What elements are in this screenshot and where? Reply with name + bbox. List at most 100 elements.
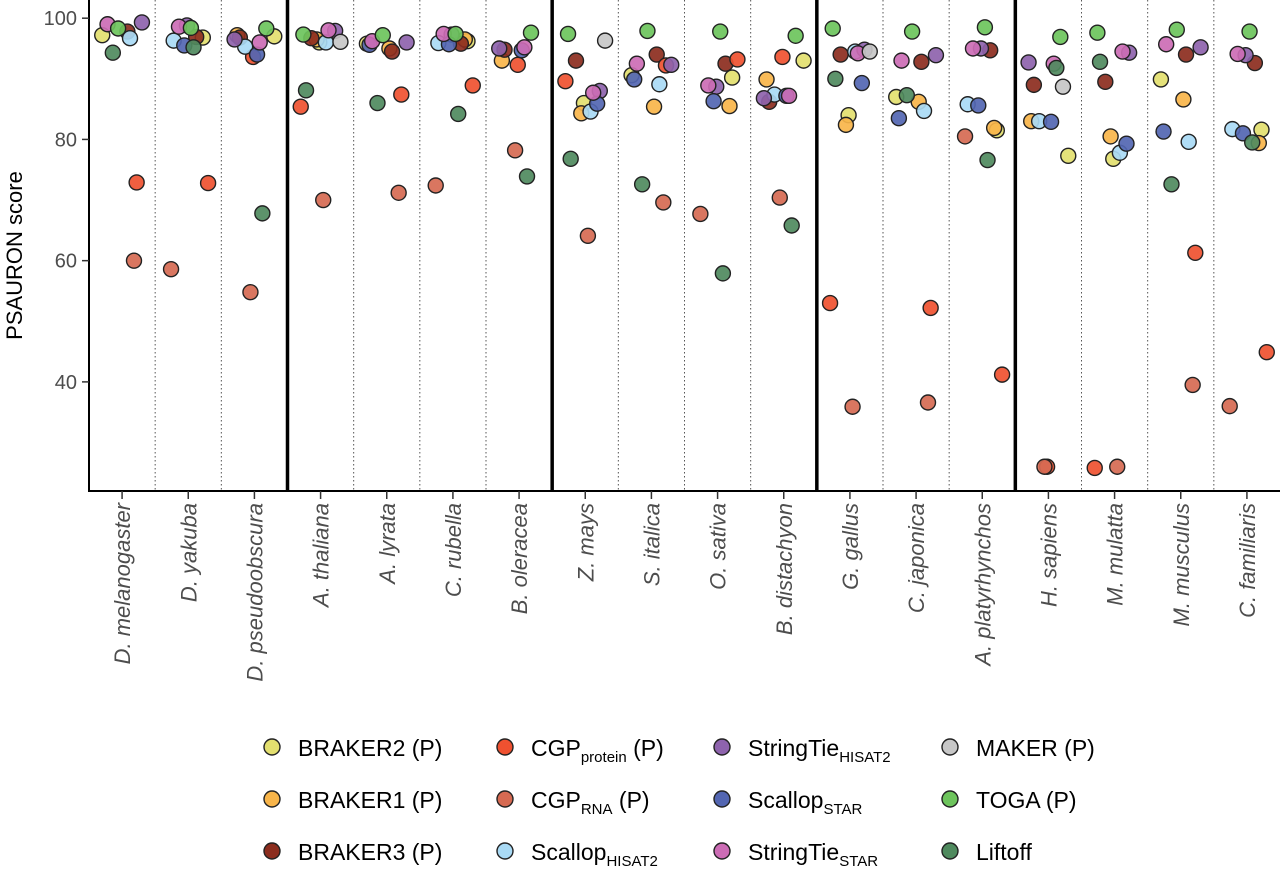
point-stringtie_star-b-oleracea — [516, 39, 533, 56]
point-braker2-c-familiaris — [1253, 121, 1270, 138]
point-liftoff-o-sativa — [714, 265, 732, 282]
point-scallop_star-g-gallus — [853, 74, 871, 92]
point-cgp_protein-a-platyrhynchos — [993, 366, 1011, 383]
point-liftoff-c-familiaris — [1244, 134, 1261, 151]
x-tick-label-m-musculus: M. musculus — [1169, 503, 1194, 626]
y-tick-label-60: 60 — [55, 251, 77, 273]
legend-label-scallop_star: ScallopSTAR — [748, 787, 862, 818]
point-braker2-b-distachyon — [795, 52, 812, 69]
point-cgp_rna-g-gallus — [844, 398, 861, 415]
point-stringtie_hisat2-b-distachyon — [755, 89, 773, 107]
legend-label-cgp_rna: CGPRNA (P) — [531, 787, 650, 818]
point-scallop_star-h-sapiens — [1042, 113, 1060, 131]
legend-label-cgp_protein: CGPprotein (P) — [531, 735, 664, 766]
point-stringtie_star-d-pseudoobscura — [251, 34, 268, 51]
legend-marker-scallop_hisat2 — [496, 842, 514, 860]
point-toga-a-platyrhynchos — [976, 19, 994, 36]
x-tick-label-a-lyrata: A. lyrata — [375, 503, 400, 586]
point-cgp_protein-b-distachyon — [774, 48, 791, 66]
point-braker1-g-gallus — [837, 116, 855, 134]
point-liftoff-c-japonica — [898, 86, 916, 104]
legend-label-toga: TOGA (P) — [976, 787, 1077, 813]
x-tick-label-b-distachyon: B. distachyon — [772, 503, 797, 635]
point-toga-h-sapiens — [1052, 28, 1069, 46]
point-cgp_rna-b-oleracea — [506, 142, 524, 159]
point-scallop_star-m-musculus — [1155, 123, 1172, 140]
legend-label-braker1: BRAKER1 (P) — [298, 787, 442, 813]
point-toga-b-distachyon — [787, 27, 804, 44]
point-liftoff-d-yakuba — [185, 39, 202, 56]
point-scallop_star-m-mulatta — [1118, 135, 1135, 152]
y-tick-label-100: 100 — [44, 8, 77, 30]
legend-marker-stringtie_star — [713, 842, 731, 860]
x-tick-label-d-melanogaster: D. melanogaster — [110, 501, 135, 664]
point-liftoff-m-musculus — [1163, 176, 1180, 193]
x-tick-label-d-yakuba: D. yakuba — [176, 503, 201, 602]
point-toga-c-rubella — [447, 25, 464, 43]
point-cgp_protein-a-lyrata — [393, 86, 410, 103]
point-stringtie_hisat2-h-sapiens — [1020, 54, 1037, 71]
point-cgp_protein-d-yakuba — [199, 174, 217, 192]
point-liftoff-c-rubella — [450, 105, 467, 123]
point-stringtie_star-m-musculus — [1157, 36, 1175, 53]
point-cgp_protein-c-rubella — [464, 77, 481, 94]
x-tick-label-o-sativa: O. sativa — [706, 503, 731, 590]
point-maker-g-gallus — [861, 43, 878, 60]
point-stringtie_star-s-italica — [628, 55, 646, 72]
x-tick-label-z-mays: Z. mays — [573, 503, 598, 582]
point-cgp_protein-o-sativa — [729, 51, 746, 68]
x-tick-label-m-mulatta: M. mulatta — [1103, 503, 1128, 606]
point-scallop_star-o-sativa — [705, 93, 722, 110]
x-tick-label-c-rubella: C. rubella — [441, 503, 466, 597]
point-cgp_rna-m-mulatta — [1109, 458, 1126, 475]
x-tick-label-s-italica: S. italica — [639, 503, 664, 586]
point-cgp_protein-z-mays — [557, 73, 574, 90]
data-points — [94, 14, 1275, 477]
legend-marker-braker3 — [263, 842, 281, 860]
y-tick-label-80: 80 — [55, 129, 77, 151]
point-cgp_rna-c-rubella — [427, 177, 444, 194]
point-toga-s-italica — [639, 22, 656, 40]
x-tick-label-c-japonica: C. japonica — [904, 503, 929, 613]
point-toga-m-mulatta — [1089, 24, 1106, 41]
legend-marker-scallop_star — [713, 790, 731, 808]
legend-label-stringtie_star: StringTieSTAR — [748, 839, 878, 870]
x-tick-label-g-gallus: G. gallus — [838, 503, 863, 590]
point-liftoff-b-distachyon — [783, 217, 800, 234]
point-braker3-z-mays — [567, 52, 585, 69]
point-cgp_protein-c-japonica — [922, 299, 939, 317]
point-liftoff-z-mays — [562, 150, 579, 168]
legend-label-braker3: BRAKER3 (P) — [298, 839, 442, 865]
point-stringtie_star-a-thaliana — [320, 22, 337, 39]
legend-marker-maker — [941, 738, 959, 756]
point-stringtie_hisat2-b-oleracea — [491, 40, 508, 57]
legend-marker-braker1 — [263, 790, 281, 808]
legend-marker-toga — [941, 790, 959, 808]
point-cgp_protein-m-mulatta — [1086, 459, 1103, 477]
point-stringtie_hisat2-d-melanogaster — [133, 14, 151, 31]
point-cgp_rna-a-lyrata — [390, 184, 407, 201]
point-cgp_rna-d-melanogaster — [125, 252, 143, 269]
point-toga-d-melanogaster — [109, 20, 127, 37]
y-axis-label: PSAURON score — [2, 171, 27, 340]
point-stringtie_hisat2-c-japonica — [927, 46, 945, 64]
x-tick-label-d-pseudoobscura: D. pseudoobscura — [242, 503, 267, 682]
point-cgp_rna-z-mays — [579, 227, 597, 245]
point-stringtie_hisat2-s-italica — [663, 56, 680, 74]
x-tick-label-a-thaliana: A. thaliana — [309, 503, 334, 609]
point-braker3-c-japonica — [913, 53, 930, 71]
point-stringtie_hisat2-a-lyrata — [398, 34, 415, 51]
point-braker1-s-italica — [645, 98, 663, 115]
point-cgp_protein-c-familiaris — [1258, 343, 1275, 361]
legend-label-stringtie_hisat2: StringTieHISAT2 — [748, 735, 891, 766]
point-cgp_protein-d-melanogaster — [128, 174, 145, 191]
point-liftoff-a-lyrata — [369, 94, 386, 112]
point-braker2-h-sapiens — [1060, 147, 1077, 164]
point-toga-o-sativa — [712, 23, 729, 40]
point-liftoff-s-italica — [633, 176, 651, 193]
point-braker3-m-mulatta — [1097, 73, 1114, 91]
point-toga-c-japonica — [903, 23, 921, 40]
point-liftoff-g-gallus — [827, 70, 844, 88]
point-braker1-o-sativa — [721, 97, 738, 115]
